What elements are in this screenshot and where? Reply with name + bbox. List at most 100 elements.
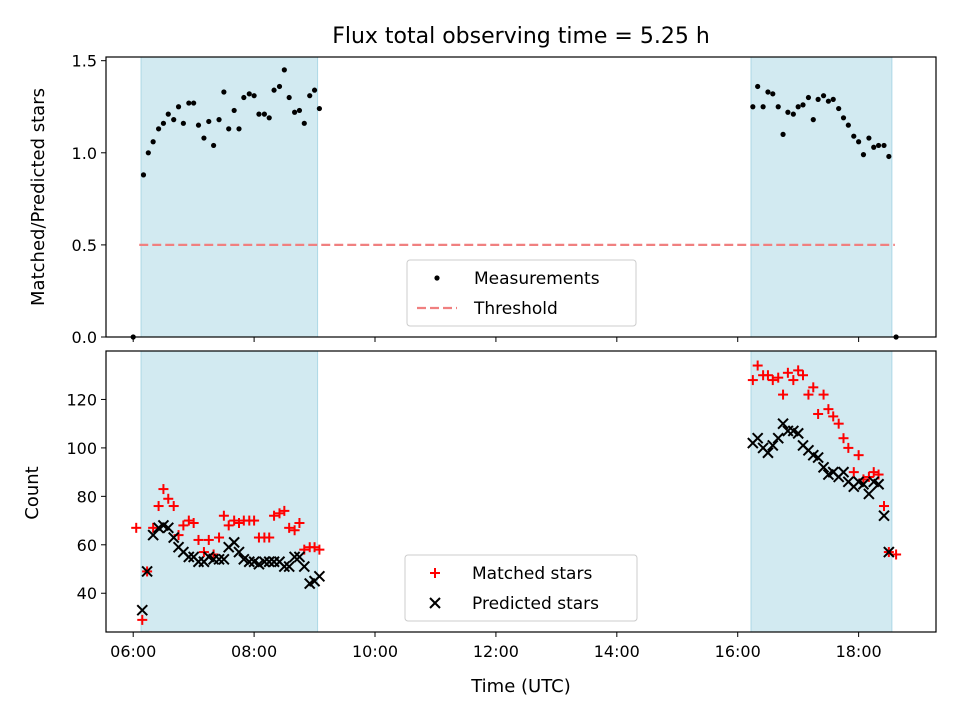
predicted-star-point bbox=[313, 570, 326, 582]
x-tick-label: 06:00 bbox=[110, 642, 156, 661]
matched-star-point bbox=[279, 505, 290, 516]
matched-star-point bbox=[762, 370, 773, 381]
measurement-point bbox=[785, 109, 791, 115]
matched-star-point bbox=[798, 370, 809, 381]
y-tick-label: 80 bbox=[77, 487, 97, 506]
matched-star-point bbox=[188, 517, 199, 528]
predicted-star-point bbox=[283, 560, 295, 573]
matched-star-point bbox=[747, 375, 758, 386]
measurement-point bbox=[765, 89, 771, 95]
matched-star-point bbox=[203, 534, 214, 545]
predicted-star-point bbox=[863, 488, 875, 500]
measurement-point bbox=[856, 139, 862, 145]
x-tick-label: 10:00 bbox=[352, 642, 398, 661]
predicted-star-point bbox=[183, 551, 195, 563]
measurement-point bbox=[165, 111, 171, 117]
legend-label: Matched stars bbox=[472, 564, 592, 584]
predicted-star-point bbox=[233, 546, 245, 558]
measurement-point bbox=[180, 120, 186, 126]
measurement-point bbox=[825, 98, 831, 104]
y-tick-label: 120 bbox=[66, 390, 97, 409]
predicted-star-point bbox=[878, 510, 890, 522]
x-tick-label: 12:00 bbox=[473, 642, 519, 661]
predicted-star-point bbox=[767, 439, 779, 452]
matched-star-point bbox=[843, 442, 854, 453]
measurement-point bbox=[881, 142, 887, 149]
predicted-star-point bbox=[812, 451, 824, 464]
matched-star-point bbox=[289, 525, 300, 536]
shaded-span bbox=[750, 350, 893, 633]
predicted-star-point bbox=[762, 447, 774, 459]
measurement-point bbox=[845, 122, 851, 128]
legend-box bbox=[404, 554, 638, 622]
predicted-star-point bbox=[278, 560, 291, 573]
legend-label: Measurements bbox=[474, 269, 600, 289]
predicted-star-point bbox=[136, 604, 148, 616]
predicted-star-point bbox=[792, 427, 804, 440]
measurement-point bbox=[221, 89, 227, 95]
measurement-point bbox=[155, 126, 162, 132]
matched-star-point bbox=[218, 510, 229, 521]
matched-star-point bbox=[773, 372, 784, 383]
matched-star-point bbox=[264, 532, 275, 543]
measurement-point bbox=[231, 107, 237, 114]
measurement-point bbox=[195, 122, 202, 128]
predicted-star-point bbox=[243, 556, 255, 568]
matched-star-point bbox=[752, 360, 763, 371]
predicted-star-point bbox=[817, 461, 830, 473]
measurement-point bbox=[770, 91, 776, 97]
y-tick-label: 1.5 bbox=[72, 52, 97, 71]
predicted-star-point bbox=[872, 478, 885, 490]
matched-star-point bbox=[808, 382, 819, 393]
predicted-star-point bbox=[288, 551, 301, 563]
matched-star-point bbox=[249, 515, 260, 526]
predicted-star-point bbox=[147, 529, 159, 541]
shaded-span bbox=[140, 56, 319, 338]
measurement-point bbox=[191, 100, 197, 106]
matched-star-point bbox=[214, 532, 225, 543]
measurement-point bbox=[750, 104, 756, 110]
measurement-point bbox=[836, 105, 842, 112]
matched-star-point bbox=[778, 389, 789, 400]
matched-star-point bbox=[294, 517, 305, 528]
measurement-point bbox=[241, 94, 247, 101]
matched-star-point bbox=[848, 467, 859, 478]
measurement-point bbox=[216, 117, 222, 123]
measurement-point bbox=[790, 111, 796, 117]
measurement-point bbox=[795, 104, 801, 110]
measurement-point bbox=[206, 118, 212, 125]
predicted-star-point bbox=[167, 531, 180, 544]
predicted-star-point bbox=[857, 478, 870, 490]
predicted-star-point bbox=[293, 551, 306, 563]
measurement-point bbox=[840, 115, 847, 121]
matched-star-point bbox=[838, 433, 849, 444]
measurement-point bbox=[292, 109, 298, 115]
measurement-point bbox=[171, 117, 177, 123]
measurement-point bbox=[871, 144, 877, 150]
legend-label: Predicted stars bbox=[472, 594, 599, 614]
matched-star-point bbox=[879, 501, 890, 512]
matched-star-point bbox=[163, 493, 174, 504]
measurement-point bbox=[140, 172, 147, 178]
measurement-point bbox=[271, 87, 277, 93]
measurement-point bbox=[307, 93, 313, 99]
matched-star-point bbox=[178, 520, 189, 531]
y-tick-label: 0.0 bbox=[72, 328, 97, 347]
measurement-point bbox=[886, 153, 892, 160]
predicted-star-point bbox=[218, 553, 230, 566]
measurement-point bbox=[851, 133, 857, 139]
predicted-star-point bbox=[258, 556, 271, 568]
matched-star-point bbox=[269, 510, 280, 521]
measurement-point bbox=[830, 96, 836, 102]
measurement-point bbox=[810, 117, 816, 123]
matched-star-point bbox=[818, 389, 829, 400]
measurement-point bbox=[311, 87, 318, 93]
y-tick-label: 60 bbox=[77, 536, 97, 555]
measurement-point bbox=[150, 139, 156, 145]
axes-frame bbox=[105, 56, 937, 338]
measurement-point bbox=[805, 94, 812, 101]
measurement-point bbox=[251, 93, 257, 99]
predicted-star-point bbox=[228, 536, 240, 549]
matched-star-point bbox=[193, 534, 204, 545]
predicted-star-point bbox=[837, 466, 850, 478]
